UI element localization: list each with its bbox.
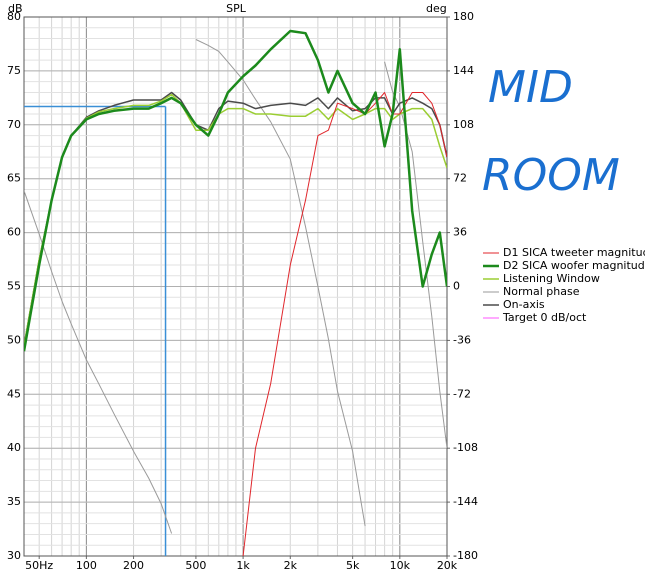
annotation: ROOM (482, 150, 620, 201)
legend-label: D1 SICA tweeter magnitude (503, 246, 645, 259)
legend-label: Target 0 dB/oct (502, 311, 587, 324)
legend-label: D2 SICA woofer magnitude (503, 259, 645, 272)
y-tick-label: 40 (7, 441, 21, 454)
y-tick-label: 65 (7, 172, 21, 185)
y2-tick-label: -72 (453, 387, 471, 400)
y-tick-label: 75 (7, 64, 21, 77)
y-tick-label: 35 (7, 495, 21, 508)
legend-label: Normal phase (503, 285, 580, 298)
y-tick-label: 60 (7, 226, 21, 239)
y-tick-label: 55 (7, 280, 21, 293)
x-tick-label: 2k (284, 559, 298, 571)
y2-tick-label: -108 (453, 441, 478, 454)
y-tick-label: 45 (7, 387, 21, 400)
y-tick-label: 70 (7, 118, 21, 131)
x-tick-label: 100 (76, 559, 97, 571)
x-tick-label: 500 (185, 559, 206, 571)
x-tick-label: 20k (437, 559, 458, 571)
y-tick-label: 80 (7, 10, 21, 23)
y2-axis-label: deg (426, 2, 447, 15)
x-tick-label: 5k (346, 559, 360, 571)
y2-tick-label: 0 (453, 280, 460, 293)
x-tick-label: 10k (390, 559, 411, 571)
legend-label: On-axis (503, 298, 545, 311)
series-line (24, 93, 447, 346)
y2-tick-label: 36 (453, 226, 467, 239)
y-axis-label: dB (8, 2, 23, 15)
legend-label: Listening Window (503, 272, 600, 285)
x-tick-label: 200 (123, 559, 144, 571)
chart-title: SPL (226, 2, 247, 15)
x-tick-label: 50Hz (25, 559, 53, 571)
y2-tick-label: 108 (453, 118, 474, 131)
series-line (24, 29, 447, 352)
x-tick-label: 1k (236, 559, 250, 571)
y2-tick-label: 180 (453, 10, 474, 23)
y-tick-label: 30 (7, 549, 21, 562)
y2-tick-label: 144 (453, 64, 474, 77)
plot-lines (24, 29, 447, 556)
y2-tick-label: 72 (453, 172, 467, 185)
y2-tick-label: -144 (453, 495, 478, 508)
labels: 30 35 40 45 50 55 60 65 70 75 80 -180 -144 -108 -72 -36… (7, 10, 645, 571)
y-tick-label: 50 (7, 333, 21, 346)
annotation: MID (488, 62, 573, 113)
y2-tick-label: -180 (453, 549, 478, 562)
y2-tick-label: -36 (453, 333, 471, 346)
